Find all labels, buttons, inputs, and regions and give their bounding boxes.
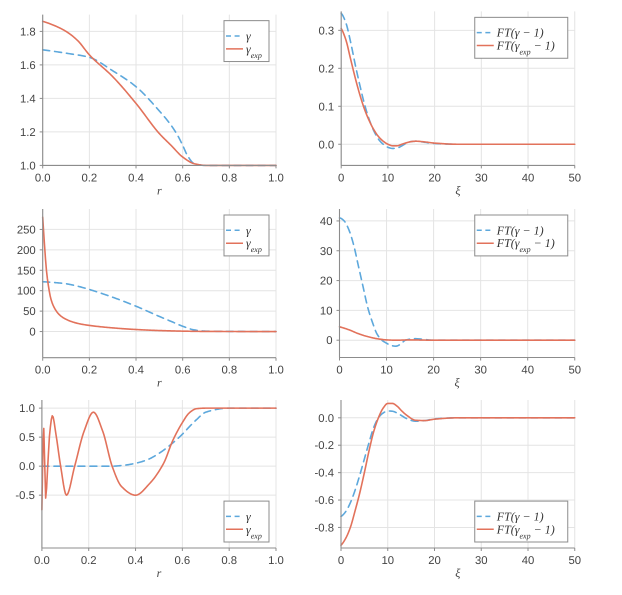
svg-text:30: 30 [475,172,488,184]
svg-text:0.0: 0.0 [318,413,334,425]
svg-text:FT(γ − 1): FT(γ − 1) [496,509,544,523]
svg-text:50: 50 [568,555,581,567]
svg-text:0.5: 0.5 [19,432,35,444]
svg-text:1.0: 1.0 [268,555,284,567]
svg-text:50: 50 [568,365,581,377]
svg-text:0.0: 0.0 [19,461,35,473]
svg-text:0.2: 0.2 [82,172,98,184]
svg-text:20: 20 [427,365,440,377]
svg-text:0.2: 0.2 [318,63,334,75]
svg-text:40: 40 [521,365,534,377]
svg-text:40: 40 [522,172,535,184]
svg-text:ξ: ξ [455,566,461,580]
svg-text:0.2: 0.2 [81,555,97,567]
svg-text:-0.2: -0.2 [315,440,334,452]
svg-text:1.2: 1.2 [20,127,36,139]
svg-text:0.4: 0.4 [128,172,144,184]
svg-text:20: 20 [428,555,441,567]
svg-text:10: 10 [380,365,393,377]
svg-text:-0.8: -0.8 [315,522,334,534]
svg-text:γ: γ [246,29,251,43]
svg-text:50: 50 [568,172,581,184]
svg-text:γ: γ [246,223,251,237]
svg-text:0: 0 [338,172,344,184]
svg-text:30: 30 [474,365,487,377]
svg-text:0: 0 [326,335,332,347]
svg-text:20: 20 [320,276,333,288]
svg-text:0: 0 [336,365,342,377]
svg-text:r: r [157,376,162,390]
svg-text:r: r [157,183,162,197]
svg-text:ξ: ξ [455,183,461,197]
svg-text:0: 0 [29,327,35,339]
svg-text:-0.4: -0.4 [315,468,334,480]
svg-text:0.0: 0.0 [35,172,51,184]
svg-text:0.3: 0.3 [318,25,334,37]
svg-text:0.8: 0.8 [221,172,237,184]
svg-text:0.1: 0.1 [318,101,334,113]
svg-text:1.0: 1.0 [268,365,284,377]
svg-text:100: 100 [17,286,36,298]
svg-text:30: 30 [475,555,488,567]
svg-text:1.0: 1.0 [19,403,35,415]
svg-text:0.2: 0.2 [82,365,98,377]
svg-text:50: 50 [23,306,36,318]
svg-text:40: 40 [320,216,333,228]
svg-text:0.8: 0.8 [221,555,237,567]
svg-text:r: r [157,566,162,580]
svg-text:0.6: 0.6 [175,365,191,377]
svg-text:200: 200 [17,245,36,257]
svg-text:10: 10 [320,305,333,317]
svg-text:0: 0 [338,555,344,567]
svg-text:20: 20 [428,172,441,184]
svg-text:0.8: 0.8 [221,365,237,377]
svg-text:-0.6: -0.6 [315,495,334,507]
svg-text:ξ: ξ [455,376,461,390]
svg-text:40: 40 [522,555,535,567]
svg-text:0.0: 0.0 [318,139,334,151]
svg-text:0.6: 0.6 [175,172,191,184]
svg-text:250: 250 [17,224,36,236]
svg-text:0.6: 0.6 [175,555,191,567]
svg-text:150: 150 [17,265,36,277]
svg-text:-0.5: -0.5 [15,490,34,502]
svg-text:0.4: 0.4 [128,365,144,377]
svg-text:0.0: 0.0 [35,365,51,377]
svg-text:1.0: 1.0 [268,172,284,184]
svg-text:1.8: 1.8 [20,26,36,38]
svg-text:1.0: 1.0 [20,160,36,172]
svg-text:γ: γ [246,509,251,523]
svg-text:0.4: 0.4 [128,555,144,567]
svg-text:10: 10 [381,555,394,567]
svg-text:FT(γ − 1): FT(γ − 1) [496,26,544,40]
svg-text:10: 10 [382,172,395,184]
svg-text:FT(γ − 1): FT(γ − 1) [496,223,544,237]
svg-text:30: 30 [320,246,333,258]
svg-text:1.6: 1.6 [20,60,36,72]
svg-text:1.4: 1.4 [20,93,36,105]
svg-text:0.0: 0.0 [34,555,50,567]
